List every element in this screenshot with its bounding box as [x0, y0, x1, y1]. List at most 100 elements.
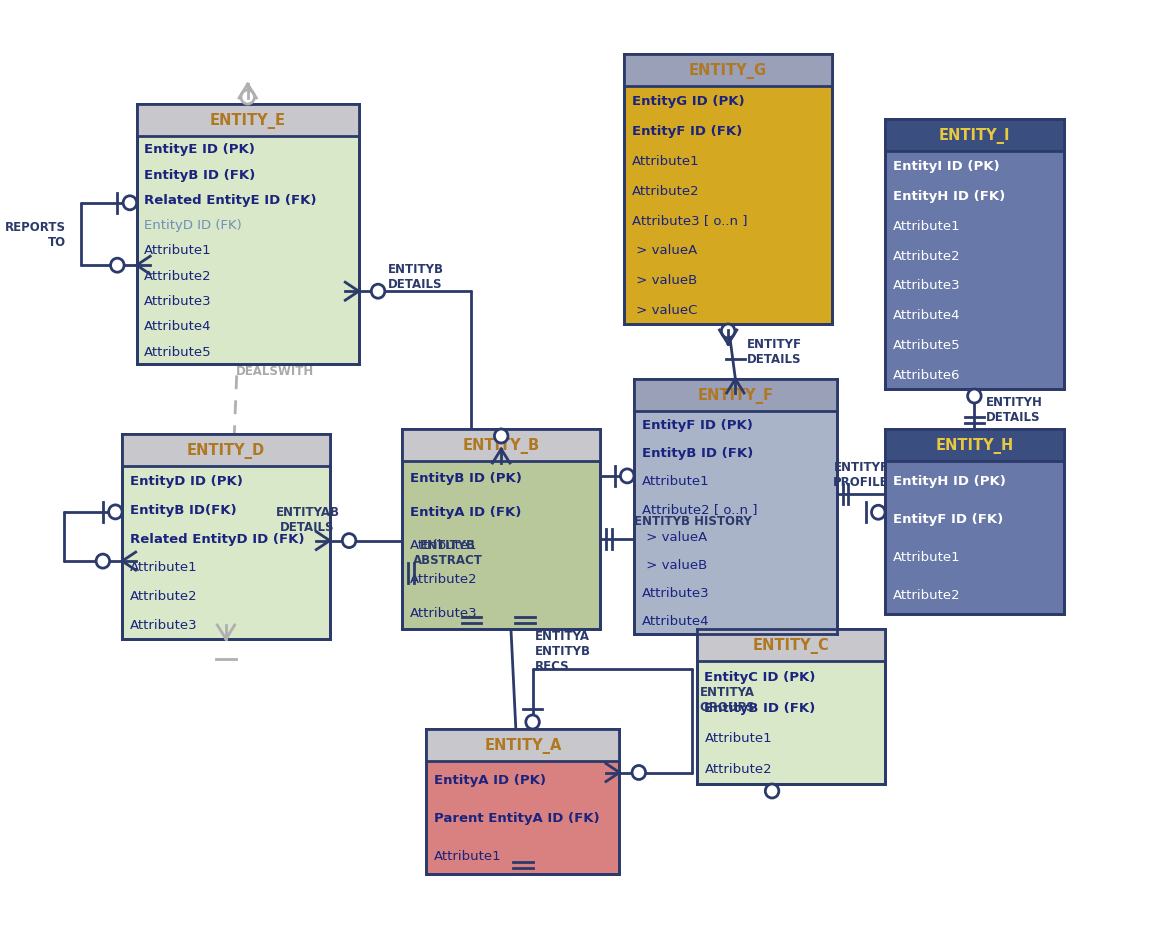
Text: ENTITYAB
DETAILS: ENTITYAB DETAILS — [276, 505, 340, 533]
Text: Attribute3: Attribute3 — [410, 606, 478, 619]
Circle shape — [722, 324, 735, 338]
Circle shape — [526, 716, 540, 730]
Text: > valueC: > valueC — [632, 303, 697, 316]
Circle shape — [109, 505, 123, 519]
Text: > valueA: > valueA — [641, 530, 707, 543]
Text: > valueB: > valueB — [632, 273, 697, 286]
Text: Attribute4: Attribute4 — [892, 309, 960, 322]
Bar — [625, 55, 832, 87]
Text: DEALSWITH: DEALSWITH — [236, 365, 314, 378]
Text: ENTITYF
DETAILS: ENTITYF DETAILS — [748, 337, 802, 365]
Text: Attribute1: Attribute1 — [704, 731, 772, 744]
Circle shape — [371, 285, 384, 298]
Text: > valueB: > valueB — [641, 558, 707, 571]
Bar — [697, 629, 885, 661]
Text: Attribute2: Attribute2 — [892, 249, 960, 262]
Text: ENTITY_F: ENTITY_F — [697, 387, 773, 403]
Text: ENTITYB
ABSTRACT: ENTITYB ABSTRACT — [412, 539, 482, 566]
Text: EntityA ID (PK): EntityA ID (PK) — [434, 773, 547, 786]
Text: Attribute1: Attribute1 — [410, 539, 478, 552]
Circle shape — [871, 506, 885, 520]
Text: EntityB ID (FK): EntityB ID (FK) — [145, 169, 256, 182]
Text: EntityA ID (FK): EntityA ID (FK) — [410, 505, 521, 518]
Circle shape — [123, 197, 137, 210]
Text: Attribute4: Attribute4 — [641, 614, 709, 627]
Text: EntityB ID (FK): EntityB ID (FK) — [704, 701, 815, 714]
Bar — [625, 55, 832, 324]
Text: EntityD ID (PK): EntityD ID (PK) — [130, 475, 243, 488]
Text: ENTITYA
ENTITYB
RECS: ENTITYA ENTITYB RECS — [535, 629, 591, 673]
Text: EntityB ID (FK): EntityB ID (FK) — [641, 447, 753, 460]
Text: EntityH ID (PK): EntityH ID (PK) — [892, 474, 1006, 487]
Bar — [402, 429, 600, 629]
Text: EntityG ID (PK): EntityG ID (PK) — [632, 95, 745, 108]
Text: Attribute2: Attribute2 — [632, 184, 700, 197]
Text: EntityB ID (PK): EntityB ID (PK) — [410, 472, 522, 485]
Text: Attribute4: Attribute4 — [145, 320, 211, 333]
Circle shape — [111, 259, 124, 273]
Text: Attribute2: Attribute2 — [892, 589, 960, 602]
Text: EntityI ID (PK): EntityI ID (PK) — [892, 160, 1000, 173]
Bar — [402, 429, 600, 462]
Text: Attribute1: Attribute1 — [632, 155, 700, 168]
Text: Attribute1: Attribute1 — [641, 475, 709, 488]
Bar — [697, 629, 885, 784]
Circle shape — [96, 554, 110, 568]
Text: EntityC ID (PK): EntityC ID (PK) — [704, 670, 815, 683]
Text: EntityH ID (FK): EntityH ID (FK) — [892, 190, 1004, 203]
Text: ENTITY_H: ENTITY_H — [936, 438, 1014, 453]
Bar — [426, 730, 619, 761]
Bar — [885, 120, 1064, 389]
Text: EntityF ID (FK): EntityF ID (FK) — [632, 125, 743, 138]
Bar — [885, 429, 1064, 462]
Text: Parent EntityA ID (FK): Parent EntityA ID (FK) — [434, 811, 599, 824]
Text: ENTITYF
PROFILE: ENTITYF PROFILE — [833, 460, 889, 489]
Text: EntityF ID (FK): EntityF ID (FK) — [892, 513, 1003, 526]
Circle shape — [765, 784, 779, 798]
Text: Attribute3: Attribute3 — [892, 279, 960, 292]
Text: ENTITY_A: ENTITY_A — [485, 737, 562, 753]
Bar — [885, 429, 1064, 615]
Text: Attribute2: Attribute2 — [145, 270, 213, 283]
Text: Attribute1: Attribute1 — [892, 551, 960, 564]
Text: ENTITY_B: ENTITY_B — [463, 438, 540, 453]
Text: Attribute3: Attribute3 — [641, 586, 709, 599]
Bar — [634, 379, 836, 412]
Text: EntityE ID (PK): EntityE ID (PK) — [145, 143, 256, 156]
Text: Attribute5: Attribute5 — [145, 346, 213, 359]
Text: Attribute5: Attribute5 — [892, 338, 960, 351]
Circle shape — [494, 429, 508, 443]
Text: EntityF ID (PK): EntityF ID (PK) — [641, 419, 752, 432]
Text: ENTITYA
GROUPS: ENTITYA GROUPS — [700, 685, 756, 713]
Bar — [426, 730, 619, 874]
Text: REPORTS
TO: REPORTS TO — [5, 221, 67, 248]
Text: Attribute6: Attribute6 — [892, 368, 960, 381]
Text: Attribute2: Attribute2 — [130, 590, 197, 603]
Text: ENTITY_C: ENTITY_C — [752, 638, 829, 654]
Text: ENTITY_I: ENTITY_I — [939, 128, 1010, 144]
Bar — [137, 105, 359, 364]
Text: Related EntityE ID (FK): Related EntityE ID (FK) — [145, 194, 317, 207]
Bar — [123, 435, 329, 640]
Text: Attribute3: Attribute3 — [145, 295, 213, 308]
Text: ENTITY_D: ENTITY_D — [187, 442, 265, 459]
Bar — [634, 379, 836, 634]
Text: Attribute1: Attribute1 — [145, 244, 213, 257]
Bar — [123, 435, 329, 466]
Text: ENTITYB
DETAILS: ENTITYB DETAILS — [388, 263, 444, 291]
Text: Attribute1: Attribute1 — [892, 220, 960, 233]
Text: Attribute2: Attribute2 — [704, 762, 772, 775]
Text: Attribute2 [ o..n ]: Attribute2 [ o..n ] — [641, 502, 757, 515]
Text: EntityD ID (FK): EntityD ID (FK) — [145, 219, 242, 232]
Text: ENTITYB HISTORY: ENTITYB HISTORY — [634, 514, 752, 528]
Circle shape — [967, 389, 981, 403]
Circle shape — [632, 766, 646, 780]
Circle shape — [241, 91, 255, 105]
Text: Related EntityD ID (FK): Related EntityD ID (FK) — [130, 532, 305, 545]
Text: ENTITY_E: ENTITY_E — [210, 113, 286, 129]
Text: Attribute2: Attribute2 — [410, 573, 478, 586]
Text: Attribute1: Attribute1 — [434, 849, 502, 862]
Circle shape — [620, 469, 634, 483]
Text: ENTITY_G: ENTITY_G — [689, 63, 767, 79]
Bar — [885, 120, 1064, 152]
